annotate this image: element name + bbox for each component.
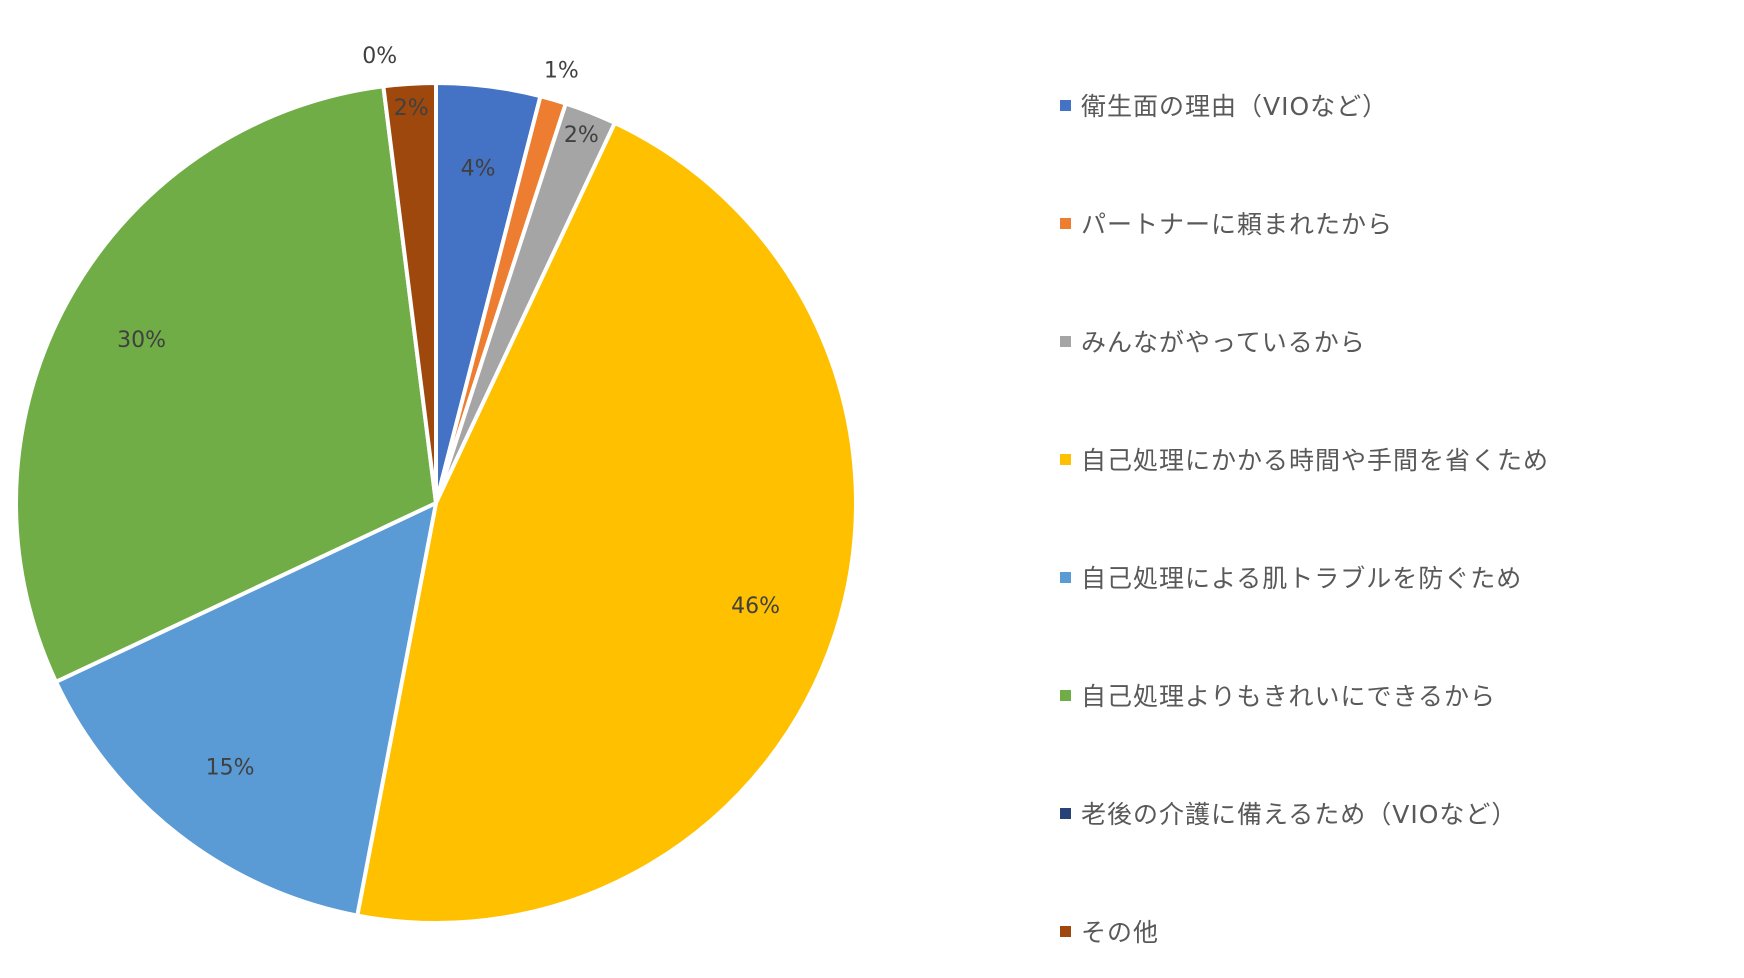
legend-label-elderly-care: 老後の介護に備えるため（VIOなど）	[1081, 800, 1518, 829]
legend-item-save-time: 自己処理にかかる時間や手間を省くため	[1060, 439, 1549, 479]
legend-swatch-everyone	[1060, 335, 1071, 347]
legend-swatch-skin-trouble	[1060, 571, 1071, 583]
pie-slice-cleaner	[14, 84, 438, 684]
legend-label-everyone: みんながやっているから	[1081, 328, 1366, 357]
data-label-skin-trouble: 15%	[206, 755, 255, 780]
legend-swatch-elderly-care	[1060, 807, 1071, 819]
legend-label-save-time: 自己処理にかかる時間や手間を省くため	[1081, 446, 1550, 475]
data-label-other: 2%	[394, 96, 429, 121]
legend-swatch-partner	[1060, 217, 1071, 229]
legend-swatch-cleaner	[1060, 689, 1071, 701]
data-label-everyone: 2%	[564, 123, 599, 148]
data-label-cleaner: 30%	[117, 328, 166, 353]
legend-item-cleaner: 自己処理よりもきれいにできるから	[1060, 675, 1496, 715]
data-label-partner: 1%	[544, 58, 579, 83]
pie-slice-skin-trouble	[53, 501, 438, 918]
legend-item-partner: パートナーに頼まれたから	[1060, 203, 1393, 243]
data-label-save-time: 46%	[731, 594, 780, 619]
legend-item-hygiene: 衛生面の理由（VIOなど）	[1060, 85, 1388, 125]
legend-label-other: その他	[1081, 918, 1160, 947]
legend-swatch-hygiene	[1060, 99, 1071, 111]
legend-label-partner: パートナーに頼まれたから	[1081, 210, 1394, 239]
pie-slice-save-time	[355, 120, 858, 925]
pie-slice-other	[381, 81, 438, 505]
legend-item-everyone: みんながやっているから	[1060, 321, 1366, 361]
legend-label-hygiene: 衛生面の理由（VIOなど）	[1081, 92, 1389, 121]
legend-item-other: その他	[1060, 911, 1159, 951]
legend-item-elderly-care: 老後の介護に備えるため（VIOなど）	[1060, 793, 1517, 833]
legend-item-skin-trouble: 自己処理による肌トラブルを防ぐため	[1060, 557, 1522, 597]
data-label-elderly-care: 0%	[362, 44, 397, 69]
legend-swatch-save-time	[1060, 453, 1071, 465]
legend-label-skin-trouble: 自己処理による肌トラブルを防ぐため	[1081, 564, 1523, 593]
legend-label-cleaner: 自己処理よりもきれいにできるから	[1081, 682, 1497, 711]
legend-swatch-other	[1060, 925, 1071, 937]
data-label-hygiene: 4%	[461, 157, 496, 182]
